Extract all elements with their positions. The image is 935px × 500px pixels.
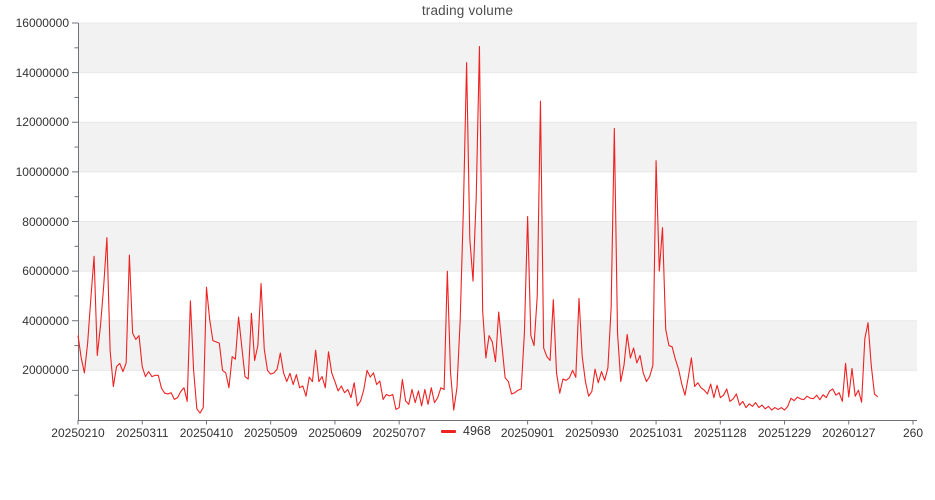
chart-title: trading volume bbox=[421, 3, 514, 18]
y-axis-label: 2000000 bbox=[22, 363, 69, 378]
x-axis-label: 20250707 bbox=[372, 426, 426, 440]
y-axis-label: 10000000 bbox=[15, 164, 69, 179]
y-axis-label: 14000000 bbox=[15, 65, 69, 80]
x-axis-label: 20250311 bbox=[115, 426, 169, 440]
x-axis-label: 20250509 bbox=[243, 426, 298, 440]
split-area-band bbox=[78, 221, 917, 272]
legend-item-4968[interactable]: 4968 bbox=[436, 422, 496, 440]
series-line-4968 bbox=[77, 46, 879, 414]
x-axis-label: 20250901 bbox=[500, 426, 555, 440]
x-axis-label: 20250609 bbox=[308, 426, 362, 440]
legend-label: 4968 bbox=[463, 424, 491, 438]
split-area-band bbox=[78, 171, 917, 222]
legend-line-marker bbox=[441, 429, 456, 433]
y-axis-label: 6000000 bbox=[22, 264, 69, 279]
x-axis-label: 260 bbox=[902, 426, 924, 440]
x-axis-label: 20250210 bbox=[51, 426, 105, 440]
x-axis-label: 20251128 bbox=[694, 426, 747, 440]
y-axis-label: 4000000 bbox=[22, 313, 69, 328]
y-axis-label: 8000000 bbox=[22, 214, 69, 229]
x-axis-label: 20251229 bbox=[757, 426, 812, 440]
y-axis-label: 12000000 bbox=[15, 115, 69, 130]
x-axis-label: 20250930 bbox=[565, 426, 619, 440]
x-axis-label: 20251031 bbox=[629, 426, 683, 440]
split-area-band bbox=[78, 271, 917, 321]
x-axis-label: 20250410 bbox=[179, 426, 234, 440]
split-area-band bbox=[78, 23, 917, 73]
y-axis-label: 16000000 bbox=[15, 16, 69, 30]
x-axis-label: 20260127 bbox=[822, 426, 876, 440]
split-area-band bbox=[78, 122, 917, 172]
split-area-band bbox=[78, 72, 917, 123]
split-area-band bbox=[78, 370, 917, 420]
